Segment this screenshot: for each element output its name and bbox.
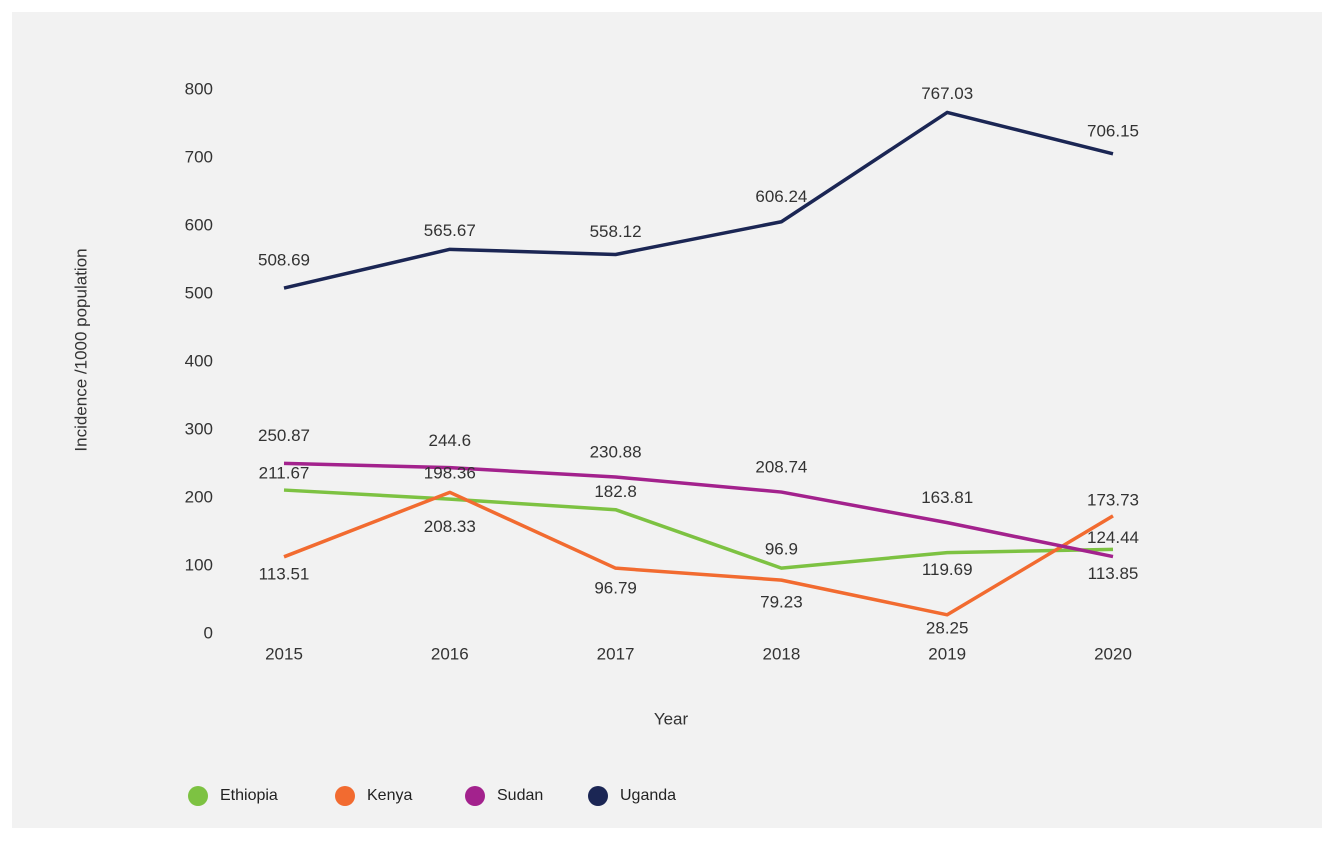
y-tick-label: 0 xyxy=(204,623,213,642)
data-label: 113.85 xyxy=(1088,564,1139,583)
chart-background xyxy=(12,12,1322,828)
x-tick-label: 2019 xyxy=(928,644,966,663)
line-series xyxy=(283,110,1114,290)
legend-label: Kenya xyxy=(367,787,412,804)
data-label: 113.51 xyxy=(259,564,310,583)
data-label: 230.88 xyxy=(590,442,642,461)
legend-label: Uganda xyxy=(620,787,676,804)
y-tick-label: 300 xyxy=(185,419,213,438)
x-tick-label: 2017 xyxy=(597,644,635,663)
line-series xyxy=(283,490,1114,617)
data-label: 163.81 xyxy=(921,488,973,507)
data-label: 211.67 xyxy=(259,464,310,483)
data-label: 182.8 xyxy=(594,482,637,501)
data-label: 706.15 xyxy=(1087,121,1139,140)
y-tick-label: 200 xyxy=(185,487,213,506)
y-tick-label: 700 xyxy=(185,147,213,166)
data-label: 565.67 xyxy=(424,221,476,240)
data-label: 28.25 xyxy=(926,618,969,637)
y-tick-label: 600 xyxy=(185,215,213,234)
data-label: 173.73 xyxy=(1087,490,1139,509)
y-axis-title: Incidence /1000 population xyxy=(71,248,90,451)
legend-label: Sudan xyxy=(497,787,543,804)
x-tick-label: 2020 xyxy=(1094,644,1132,663)
y-tick-label: 500 xyxy=(185,283,213,302)
x-tick-label: 2016 xyxy=(431,644,469,663)
y-tick-label: 100 xyxy=(185,555,213,574)
data-label: 244.6 xyxy=(429,431,472,450)
data-label: 558.12 xyxy=(590,222,642,241)
data-label: 606.24 xyxy=(755,187,807,206)
data-label: 767.03 xyxy=(921,84,973,103)
data-label: 79.23 xyxy=(760,593,803,612)
legend-marker xyxy=(335,786,355,806)
data-label: 96.79 xyxy=(594,579,637,598)
x-tick-label: 2015 xyxy=(265,644,303,663)
line-series xyxy=(283,488,1114,570)
data-label: 208.74 xyxy=(755,458,807,477)
y-tick-label: 400 xyxy=(185,351,213,370)
legend-label: Ethiopia xyxy=(220,787,278,804)
legend-marker xyxy=(188,786,208,806)
data-label: 119.69 xyxy=(922,560,973,579)
data-label: 124.44 xyxy=(1087,528,1139,547)
data-label: 250.87 xyxy=(258,426,310,445)
x-tick-label: 2018 xyxy=(762,644,800,663)
legend-marker xyxy=(588,786,608,806)
data-label: 208.33 xyxy=(424,517,476,536)
data-label: 198.36 xyxy=(424,464,476,483)
data-label: 96.9 xyxy=(765,540,798,559)
legend-marker xyxy=(465,786,485,806)
data-label: 508.69 xyxy=(258,251,310,270)
line-series xyxy=(283,461,1114,559)
y-tick-label: 800 xyxy=(185,79,213,98)
x-axis-title: Year xyxy=(654,709,689,728)
